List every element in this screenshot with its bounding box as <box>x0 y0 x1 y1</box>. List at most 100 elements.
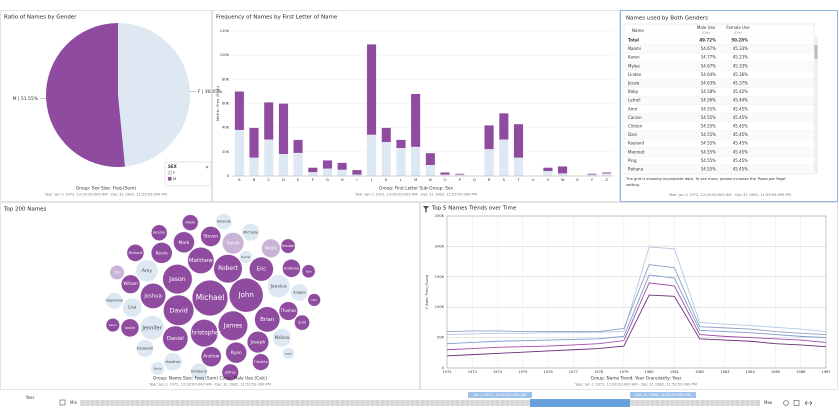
bubble[interactable] <box>140 283 166 309</box>
bubble-label[interactable]: Matthew <box>189 258 213 264</box>
bar-segment[interactable] <box>263 102 274 140</box>
bar-segment[interactable] <box>381 127 392 143</box>
bubble-label[interactable]: Erin <box>114 270 120 274</box>
bubble[interactable] <box>278 301 298 321</box>
bubble[interactable] <box>122 297 143 318</box>
bubble-label[interactable]: Brandon <box>282 244 295 248</box>
bar-segment[interactable] <box>322 168 333 177</box>
bubble-label[interactable]: Anthony <box>284 266 301 270</box>
bar-segment[interactable] <box>293 139 303 154</box>
bar-segment[interactable] <box>454 173 465 175</box>
expand-button[interactable] <box>804 400 813 406</box>
table-row[interactable] <box>623 138 815 148</box>
bubble-label[interactable]: Joshua <box>143 293 161 299</box>
bar-segment[interactable] <box>337 169 348 177</box>
bar-segment[interactable] <box>337 162 348 171</box>
table-row[interactable] <box>623 78 815 88</box>
bubble-label[interactable]: Kimberly <box>191 370 207 374</box>
bar-segment[interactable] <box>249 127 259 159</box>
scroll-thumb[interactable] <box>814 45 818 59</box>
bubble-label[interactable]: Robert <box>218 265 238 272</box>
bar-segment[interactable] <box>440 172 450 175</box>
table-row[interactable] <box>623 95 815 105</box>
bubble-label[interactable]: Jeremy <box>152 231 165 235</box>
bar-segment[interactable] <box>234 129 245 177</box>
bar-segment[interactable] <box>263 139 274 177</box>
bubble-label[interactable]: Jeffrey <box>224 370 236 374</box>
bubble[interactable] <box>272 328 292 348</box>
bubble-label[interactable]: Ryan <box>231 350 242 356</box>
bubble-label[interactable]: Richard <box>129 251 143 255</box>
bar-segment[interactable] <box>557 173 568 177</box>
bar-segment[interactable] <box>396 148 406 177</box>
bar-segment[interactable] <box>484 125 494 150</box>
pie-slice[interactable] <box>46 23 126 167</box>
trend-line[interactable] <box>446 264 827 336</box>
column-header[interactable]: Female Use <box>726 25 750 30</box>
bubble-label[interactable]: Christopher <box>187 331 221 337</box>
bar-segment[interactable] <box>557 166 568 174</box>
bar-segment[interactable] <box>484 149 494 177</box>
bubble-label[interactable]: Kevin <box>156 250 168 256</box>
bubble[interactable] <box>126 244 145 262</box>
table-row[interactable] <box>623 35 815 45</box>
bubble-label[interactable]: Paul <box>311 298 317 302</box>
bubble[interactable] <box>252 353 270 371</box>
table-row[interactable] <box>623 70 815 80</box>
bubble-label[interactable]: Thomas <box>280 308 297 313</box>
bar-segment[interactable] <box>543 171 553 177</box>
bar-segment[interactable] <box>587 173 597 175</box>
bubble[interactable] <box>301 264 316 279</box>
bubble-label[interactable]: Nicole <box>265 245 278 250</box>
bubble-label[interactable]: Michelle <box>243 230 259 234</box>
bar-segment[interactable] <box>307 167 318 173</box>
bubble[interactable] <box>307 293 321 307</box>
bubble[interactable] <box>267 274 291 298</box>
bubble[interactable] <box>190 362 208 381</box>
table-row[interactable] <box>623 104 815 114</box>
bubble[interactable] <box>215 213 232 230</box>
fit-button[interactable] <box>793 400 800 406</box>
table-row[interactable] <box>623 61 815 71</box>
bubble[interactable] <box>109 265 125 280</box>
table-row[interactable] <box>623 121 815 131</box>
bubble[interactable] <box>163 294 195 326</box>
bubble-label[interactable]: Heather <box>165 360 181 364</box>
bubble[interactable] <box>182 214 199 231</box>
bubble[interactable] <box>105 318 120 333</box>
bubble-label[interactable]: Jennifer <box>141 325 162 331</box>
bubble[interactable] <box>120 318 140 338</box>
bar-segment[interactable] <box>513 123 524 159</box>
bar-segment[interactable] <box>234 91 245 131</box>
bubble[interactable] <box>228 277 264 313</box>
bubble-label[interactable]: Lisa <box>128 305 136 310</box>
bubble-label[interactable]: Jason <box>168 276 186 283</box>
bar-segment[interactable] <box>410 93 421 148</box>
bar-segment[interactable] <box>352 169 362 175</box>
bubble[interactable] <box>218 310 248 341</box>
bar-segment[interactable] <box>498 113 509 140</box>
bubble[interactable] <box>139 315 165 340</box>
bubble[interactable] <box>162 325 189 352</box>
bubble[interactable] <box>290 283 309 302</box>
bubble-label[interactable]: Eric <box>257 267 267 273</box>
bubble[interactable] <box>282 259 301 278</box>
bubble-label[interactable]: David <box>169 306 187 314</box>
calendar-icon[interactable] <box>59 399 66 406</box>
bar-segment[interactable] <box>410 146 421 177</box>
bubble-label[interactable]: Elizabeth <box>137 346 154 350</box>
scrollbar[interactable] <box>814 36 818 174</box>
bubble[interactable] <box>121 274 141 294</box>
bubble[interactable] <box>191 279 229 317</box>
trend-line[interactable] <box>446 294 827 357</box>
bubble[interactable] <box>221 363 239 381</box>
bubble[interactable] <box>239 250 253 264</box>
bar-segment[interactable] <box>249 157 259 177</box>
bubble-label[interactable]: Joseph <box>250 340 266 346</box>
legend-label[interactable]: M <box>173 176 176 181</box>
bubble[interactable] <box>222 232 245 255</box>
trend-line[interactable] <box>446 282 827 351</box>
zoom-button[interactable] <box>783 400 789 406</box>
bubble-label[interactable]: James <box>223 323 243 330</box>
legend-close[interactable]: × <box>205 165 209 171</box>
